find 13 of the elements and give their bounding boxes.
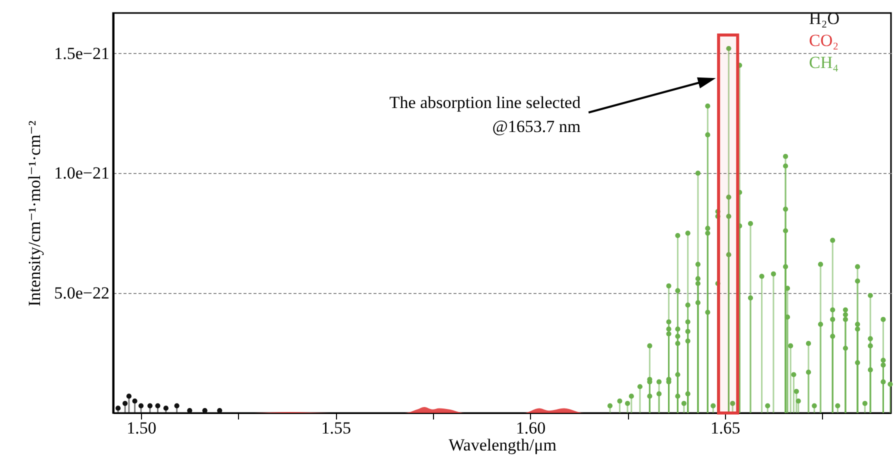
annotation: The absorption line selected @1653.7 nm bbox=[389, 93, 582, 136]
y-tick-label: 1.0e−21 bbox=[54, 164, 110, 183]
x-tick-label: 1.55 bbox=[321, 418, 351, 438]
x-tick-label: 1.65 bbox=[710, 418, 740, 438]
y-axis-title: Intensity/cm⁻¹·mol⁻¹·cm⁻² bbox=[25, 120, 44, 306]
text: CO₂ bbox=[809, 31, 839, 50]
y-tick-label: 1.5e−21 bbox=[54, 44, 110, 63]
x-axis-title: Wavelength/μm bbox=[448, 436, 556, 454]
y-tick-label: 5.0e−22 bbox=[54, 284, 110, 303]
x-tick-label: 1.50 bbox=[126, 418, 156, 438]
text: H₂O bbox=[809, 9, 840, 28]
text: CH₄ bbox=[809, 53, 839, 72]
x-tick-label: 1.60 bbox=[516, 418, 546, 438]
